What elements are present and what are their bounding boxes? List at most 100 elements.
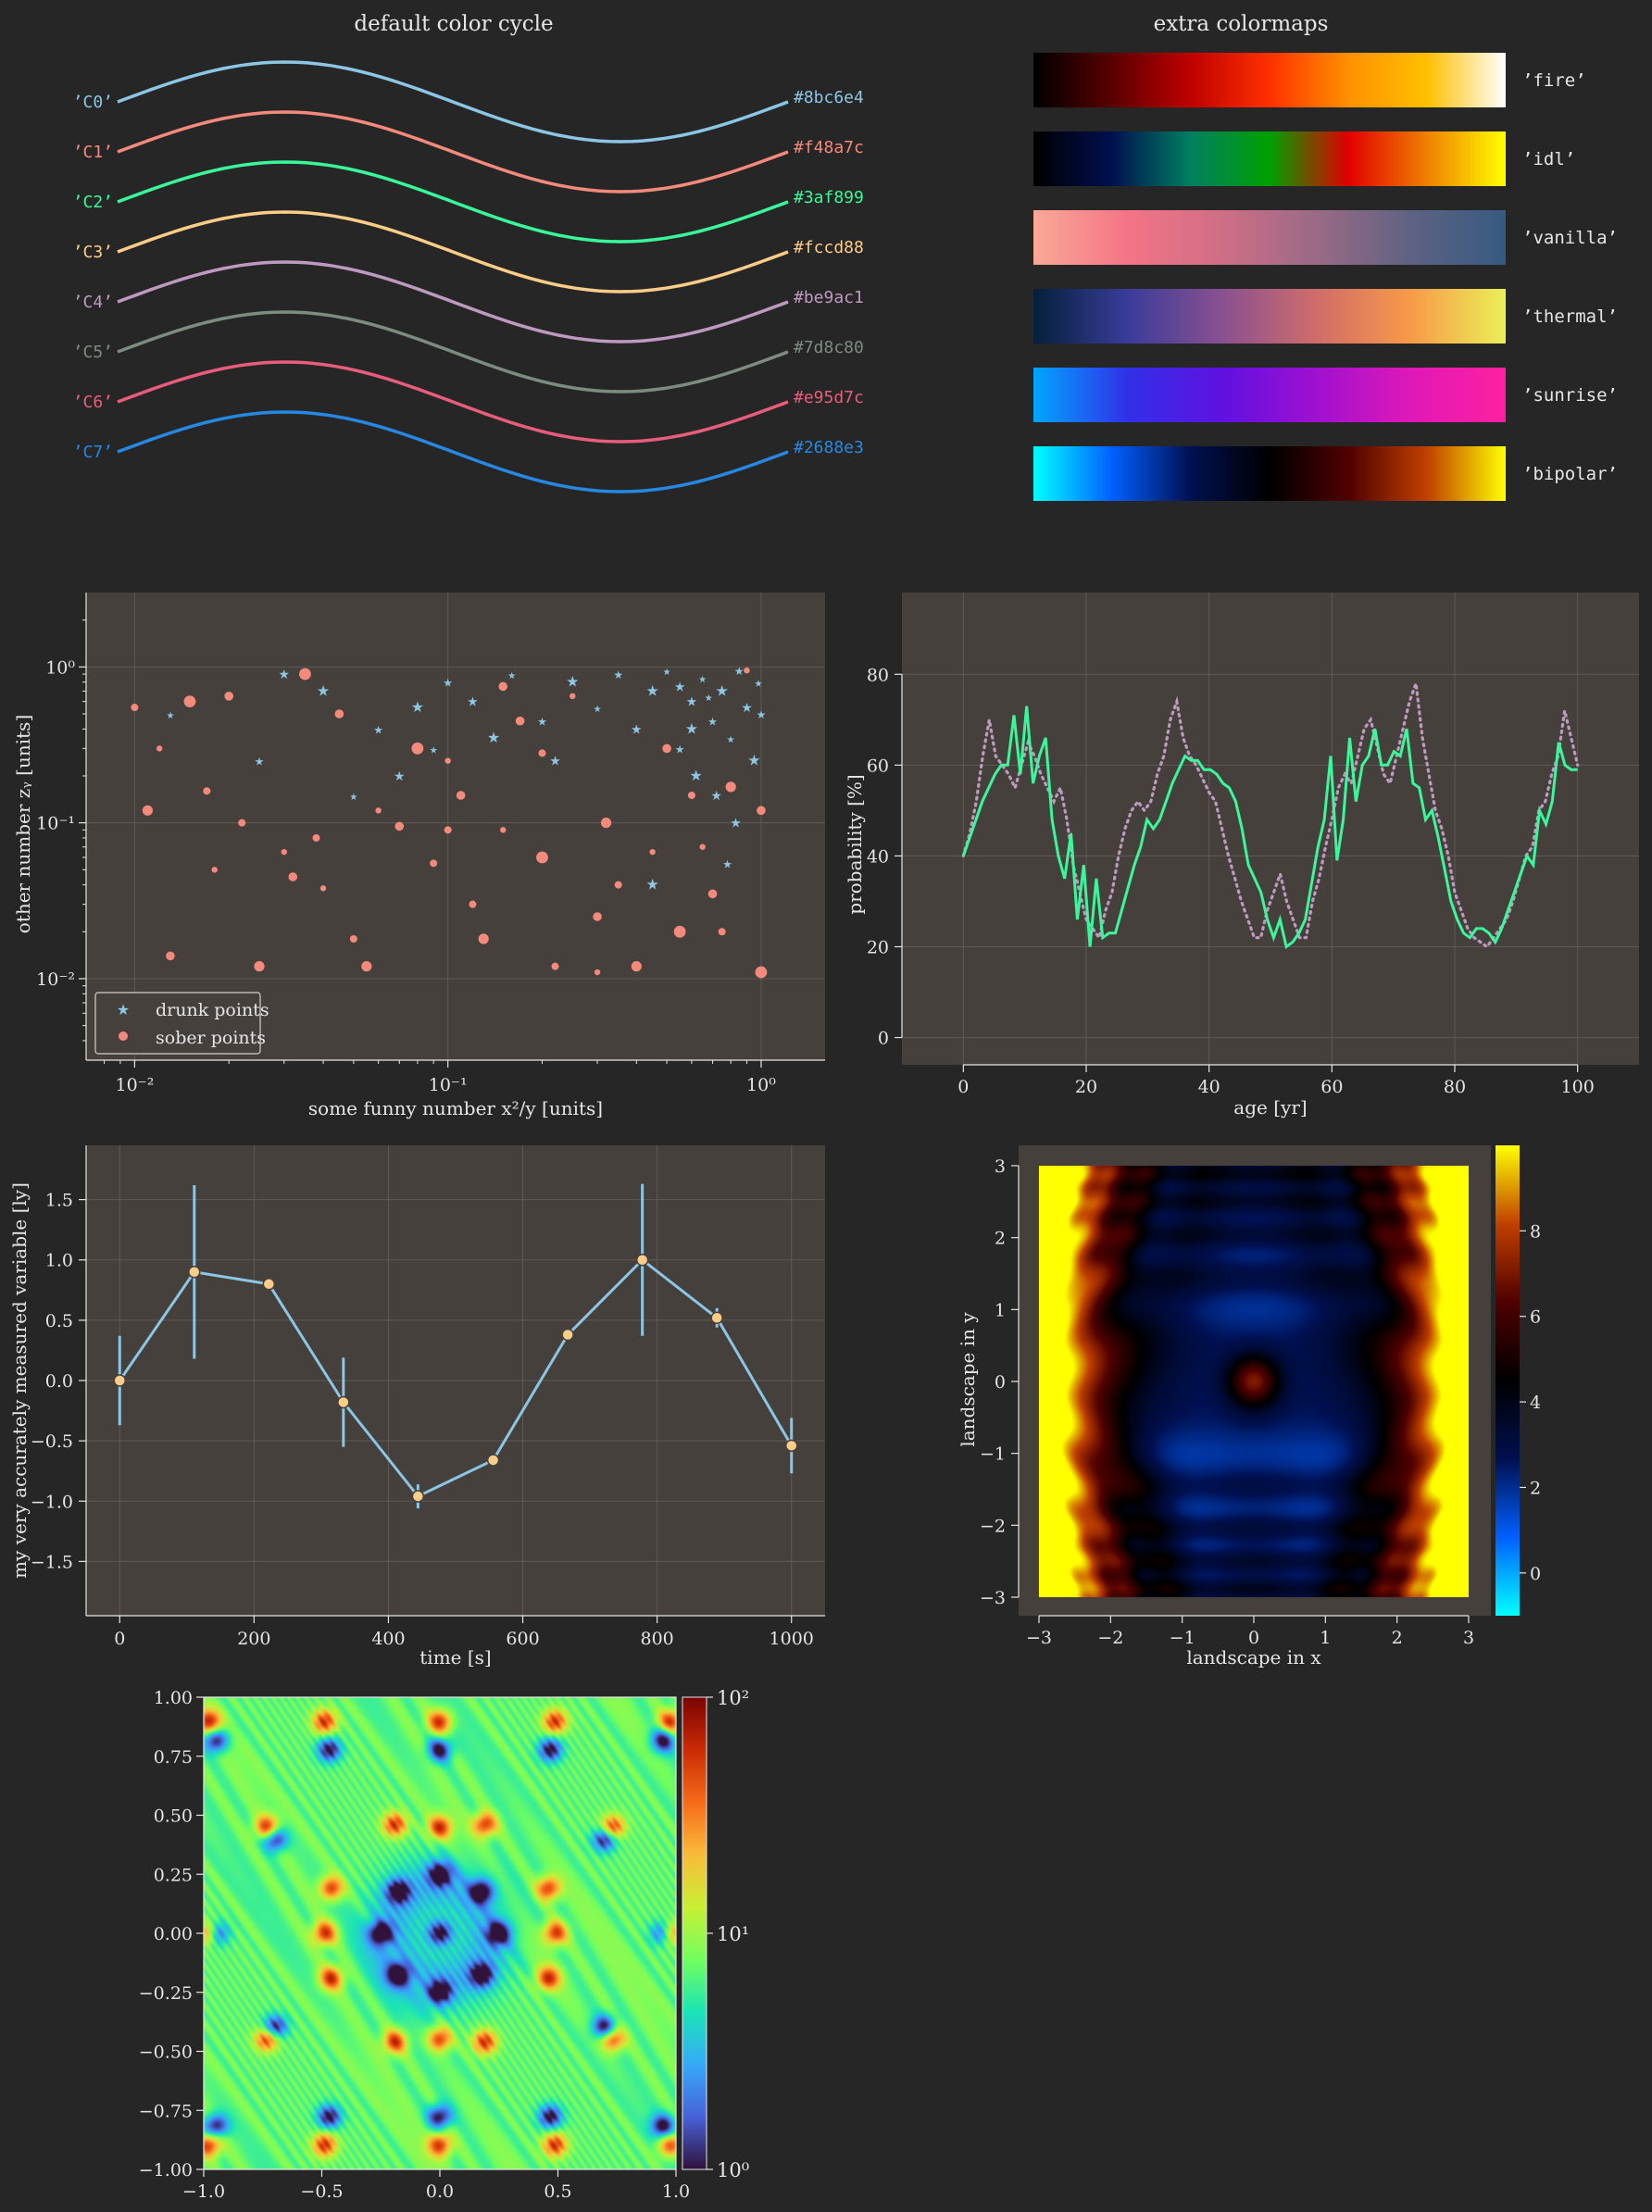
cycle-label-c4: ’C4’: [73, 293, 113, 312]
drunk-point: ★: [317, 681, 330, 699]
drunk-point: ★: [757, 708, 767, 721]
sober-point: [614, 881, 622, 889]
sober-point: [500, 827, 507, 833]
errorbar-ytick-label: 1.0: [45, 1251, 73, 1271]
probability-xtick-label: 60: [1320, 1077, 1343, 1097]
streamline-colorbar-label: 10⁰: [717, 2159, 749, 2181]
cycle-line-c3: [117, 210, 789, 294]
landscape-ytick-label: 1: [995, 1300, 1006, 1320]
sober-point: [744, 667, 750, 674]
landscape-colorbar-label: 4: [1530, 1393, 1541, 1413]
sober-point: [725, 781, 736, 793]
drunk-point: ★: [279, 668, 291, 682]
cycle-line-c7: [117, 410, 789, 494]
cycle-hex-c0: #8bc6e4: [794, 88, 864, 107]
errorbar-ytick-label: 1.5: [45, 1191, 73, 1211]
cycle-hex-c6: #e95d7c: [794, 388, 864, 407]
drunk-point: ★: [537, 716, 547, 729]
probability-xlabel: age [yr]: [1233, 1096, 1307, 1118]
sober-point: [430, 859, 438, 868]
landscape-xtick-label: 0: [1248, 1628, 1259, 1648]
errorbar-ytick-label: −0.5: [31, 1431, 73, 1452]
sober-point: [673, 925, 686, 938]
landscape-ytick-label: 3: [995, 1156, 1006, 1177]
probability-xtick-label: 20: [1075, 1077, 1097, 1097]
cycle-label-c6: ’C6’: [73, 393, 113, 412]
errorbar-point: [710, 1311, 723, 1325]
drunk-point: ★: [349, 793, 357, 803]
errorbar-xtick-label: 400: [371, 1629, 405, 1649]
colormaps-panel: extra colormaps ’fire’ ’idl’ ’vanilla’ ’the…: [1033, 12, 1618, 501]
landscape-colorbar: [1496, 1145, 1520, 1616]
sober-point: [183, 695, 196, 708]
colormap-name-4: ’sunrise’: [1522, 385, 1618, 406]
drunk-point: ★: [373, 723, 383, 736]
sober-point: [600, 818, 612, 829]
drunk-point: ★: [166, 711, 174, 721]
sober-point: [254, 961, 265, 972]
landscape-image: [1039, 1166, 1469, 1597]
cycle-hex-c1: #f48a7c: [794, 138, 864, 157]
drunk-point: ★: [255, 756, 265, 769]
errorbar-ytick-label: 0.5: [45, 1311, 73, 1331]
probability-xtick-label: 100: [1561, 1077, 1595, 1097]
sober-point: [411, 742, 424, 755]
sober-point: [361, 961, 372, 972]
legend-label-sober: sober points: [156, 1028, 266, 1048]
scatter-ytick-label: 10⁰: [45, 657, 75, 678]
scatter-ylabel: other number zᵧ [units]: [12, 715, 34, 933]
streamline-ytick-label: 1.00: [154, 1688, 193, 1708]
cycle-line-c5: [117, 310, 789, 394]
colormap-name-0: ’fire’: [1522, 70, 1586, 91]
probability-dotted-series: [961, 682, 1580, 949]
drunk-point: ★: [594, 705, 602, 715]
legend-marker-sober: [119, 1031, 128, 1041]
sober-point: [538, 749, 546, 757]
landscape-xtick-label: 1: [1320, 1628, 1331, 1648]
colormap-name-5: ’bipolar’: [1522, 464, 1618, 484]
drunk-point: ★: [411, 698, 424, 716]
landscape-ytick-label: 2: [995, 1229, 1006, 1249]
color-cycle-panel: default color cycle ’C0’ #8bc6e4 ’C1’ #f48a…: [73, 12, 864, 494]
scatter-xtick-label: 10⁻¹: [429, 1075, 468, 1095]
sober-point: [536, 851, 548, 864]
sober-point: [593, 912, 602, 921]
landscape-ytick-label: 0: [995, 1372, 1006, 1393]
cycle-line-c1: [117, 110, 789, 194]
cycle-line-c2: [117, 160, 789, 244]
colormaps-title: extra colormaps: [1154, 12, 1329, 36]
drunk-point: ★: [741, 701, 753, 716]
sober-point: [444, 757, 451, 764]
probability-solid-series: [961, 706, 1578, 950]
errorbar-ytick-label: −1.5: [31, 1552, 73, 1572]
cycle-hex-c2: #3af899: [794, 188, 864, 207]
landscape-colorbar-label: 0: [1530, 1564, 1541, 1584]
cycle-label-c5: ’C5’: [73, 343, 113, 362]
errorbar-xtick-label: 600: [506, 1629, 539, 1649]
errorbar-xtick-label: 0: [114, 1629, 125, 1649]
sober-point: [319, 885, 327, 892]
colormap-bar-4: [1033, 368, 1506, 422]
sober-point: [288, 872, 298, 881]
errorbar-point: [411, 1490, 425, 1503]
drunk-point: ★: [730, 817, 742, 831]
landscape-xtick-label: −2: [1097, 1628, 1123, 1648]
streamline-ytick-label: −1.00: [139, 2160, 193, 2181]
probability-ytick-label: 0: [878, 1029, 889, 1049]
drunk-point: ★: [754, 680, 762, 690]
drunk-point: ★: [663, 668, 671, 678]
drunk-point: ★: [443, 677, 453, 690]
sober-point: [394, 821, 405, 831]
landscape-colorbar-label: 6: [1530, 1307, 1541, 1328]
streamline-colorbar-label: 10²: [717, 1687, 749, 1709]
streamline-heatmap: −1.0 −0.5 0.0 0.5 1.0 −1.00 −0.75 −0.50 −0.25 0.0…: [139, 1687, 749, 2202]
cycle-hex-c7: #2688e3: [794, 438, 864, 457]
sober-point: [594, 969, 601, 976]
legend-marker-drunk: ★: [117, 1001, 130, 1019]
scatter-ytick-label: 10⁻²: [36, 969, 75, 990]
sober-point: [478, 933, 489, 944]
landscape-xtick-label: 2: [1392, 1628, 1403, 1648]
drunk-point: ★: [645, 876, 658, 894]
drunk-point: ★: [549, 755, 561, 769]
